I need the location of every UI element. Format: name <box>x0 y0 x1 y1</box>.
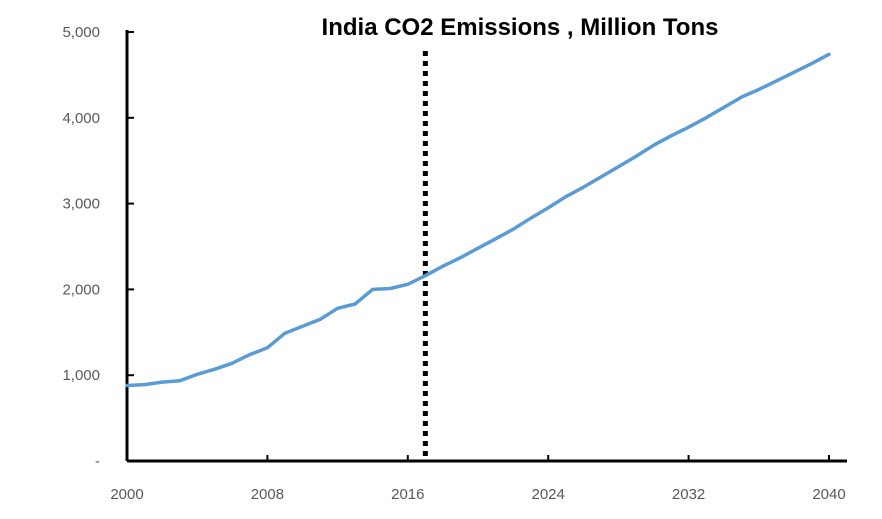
y-tick-label: 4,000 <box>62 110 100 127</box>
x-tick-label: 2024 <box>532 486 565 503</box>
x-tick-label: 2032 <box>672 486 705 503</box>
x-tick-label: 2040 <box>812 486 845 503</box>
y-tick-label: 3,000 <box>62 196 100 213</box>
x-tick-label: 2000 <box>110 486 143 503</box>
y-tick-label: 1,000 <box>62 367 100 384</box>
y-tick-label: 5,000 <box>62 24 100 41</box>
x-tick-label: 2016 <box>391 486 424 503</box>
x-tick-label: 2008 <box>251 486 284 503</box>
y-tick-label: 2,000 <box>62 281 100 298</box>
series-line <box>125 52 831 388</box>
chart-title: India CO2 Emissions , Million Tons <box>321 14 719 41</box>
y-tick-label: - <box>95 453 100 470</box>
